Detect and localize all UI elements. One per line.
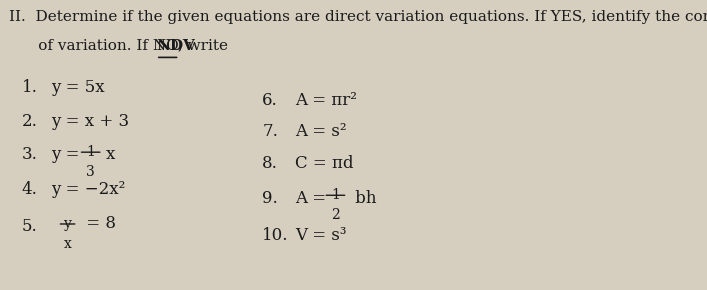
Text: y: y: [64, 217, 71, 231]
Text: A =: A =: [295, 190, 331, 206]
Text: 8.: 8.: [262, 155, 278, 172]
Text: NDV: NDV: [156, 39, 194, 53]
Text: 3: 3: [86, 165, 95, 179]
Text: 4.: 4.: [21, 181, 37, 198]
Text: of variation. If NO, write: of variation. If NO, write: [9, 39, 233, 53]
Text: 5.: 5.: [21, 218, 37, 235]
Text: 2: 2: [331, 208, 340, 222]
Text: y = −2x²: y = −2x²: [52, 181, 126, 198]
Text: 9.: 9.: [262, 190, 278, 206]
Text: 6.: 6.: [262, 92, 278, 109]
Text: 10.: 10.: [262, 227, 288, 244]
Text: x: x: [106, 146, 115, 164]
Text: y = 5x: y = 5x: [52, 79, 105, 96]
Text: 2.: 2.: [21, 113, 37, 130]
Text: 3.: 3.: [21, 146, 37, 164]
Text: 7.: 7.: [262, 124, 278, 140]
Text: = 8: = 8: [81, 215, 116, 233]
Text: 1: 1: [86, 145, 95, 159]
Text: V = s³: V = s³: [295, 227, 346, 244]
Text: y =: y =: [52, 146, 86, 164]
Text: 1.: 1.: [21, 79, 37, 96]
Text: C = πd: C = πd: [295, 155, 354, 172]
Text: bh: bh: [351, 190, 377, 206]
Text: 1: 1: [331, 188, 340, 202]
Text: y = x + 3: y = x + 3: [52, 113, 129, 130]
Text: A = πr²: A = πr²: [295, 92, 356, 109]
Text: A = s²: A = s²: [295, 124, 346, 140]
Text: II.  Determine if the given equations are direct variation equations. If YES, id: II. Determine if the given equations are…: [9, 10, 707, 24]
Text: x: x: [64, 237, 71, 251]
